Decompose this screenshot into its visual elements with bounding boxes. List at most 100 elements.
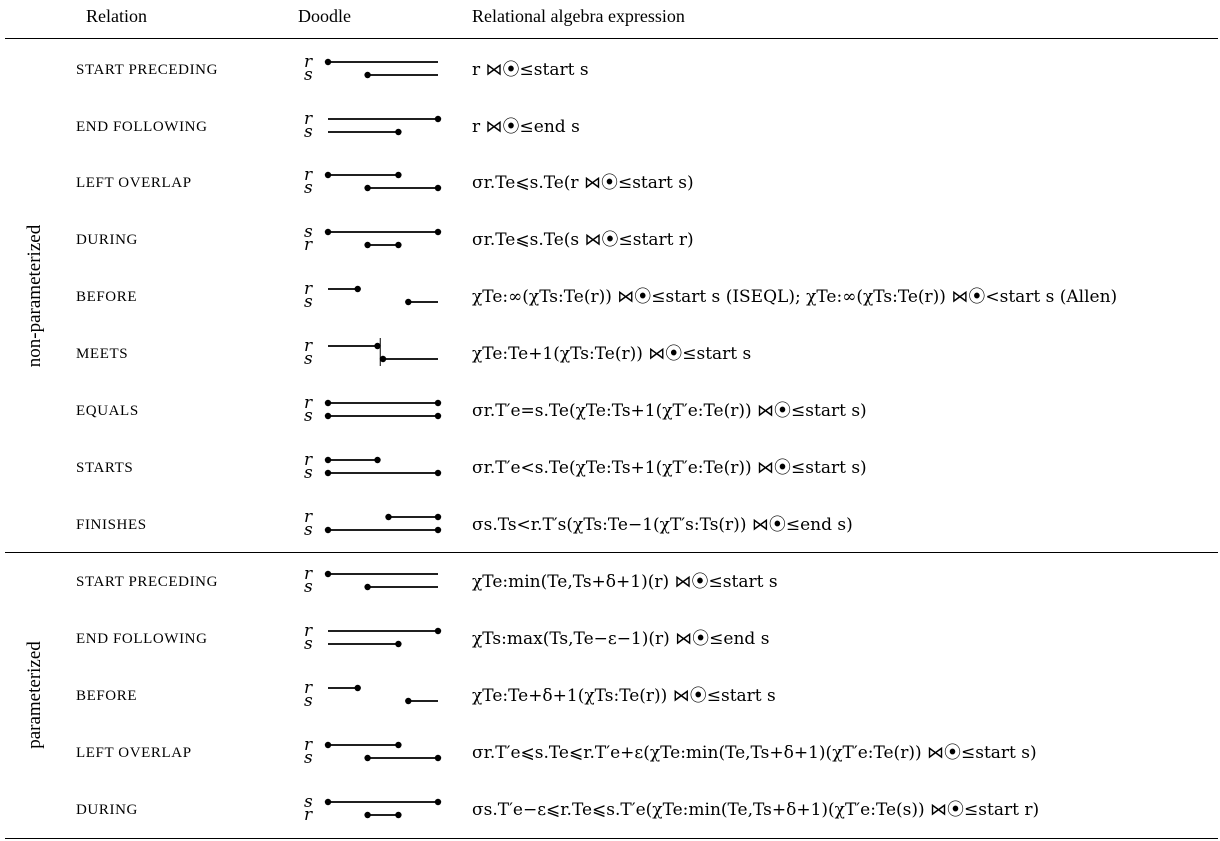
relation-name: END FOLLOWING <box>76 631 208 647</box>
doodle-top-label: r <box>304 735 313 755</box>
top-end-dot <box>434 513 442 521</box>
doodle-bottom-label: s <box>304 577 313 597</box>
interval-doodle: sr <box>304 792 442 825</box>
doodle-bottom-label: s <box>304 349 313 369</box>
table-row: DURING s r σs.T′e−ε⩽r.Te⩽s.T′e(χTe:min(Te,T… <box>0 780 1220 840</box>
interval-doodle: rs <box>304 165 442 198</box>
relation-name: START PRECEDING <box>76 574 219 590</box>
algebra-expression: σs.Ts<r.T′s(χTs:Te−1(χT′s:Ts(r)) ⋈⦿≤end … <box>472 515 853 535</box>
doodle-bottom-label: s <box>304 122 313 142</box>
top-end-dot <box>354 684 361 692</box>
doodle-top-label: r <box>304 336 313 356</box>
group-divider-rule <box>5 552 1218 553</box>
interval-doodle: rs <box>304 279 438 312</box>
top-rule <box>5 38 1218 39</box>
interval-doodle: rs <box>304 393 442 426</box>
top-end-dot <box>434 798 442 806</box>
top-end-dot <box>395 741 402 749</box>
algebra-expression: r ⋈⦿≤start s <box>472 60 589 80</box>
doodle-top-label: r <box>304 564 313 584</box>
relation-name: DURING <box>76 232 138 248</box>
interval-doodle: rs <box>304 735 442 768</box>
algebra-expression: χTe:Te+1(χTs:Te(r)) ⋈⦿≤start s <box>472 344 752 364</box>
relation-name: DURING <box>76 802 138 818</box>
algebra-expression: σr.T′e⩽s.Te⩽r.T′e+ε(χTe:min(Te,Ts+δ+1)(χ… <box>472 743 1037 763</box>
header-relation: Relation <box>86 6 147 26</box>
doodle-bottom-label: s <box>304 65 313 85</box>
header-doodle: Doodle <box>298 6 351 26</box>
doodle-bottom-label: s <box>304 748 313 768</box>
top-end-dot <box>374 456 381 464</box>
top-start-dot <box>324 570 332 578</box>
algebra-expression: σr.T′e<s.Te(χTe:Ts+1(χT′e:Te(r)) ⋈⦿≤star… <box>472 458 867 478</box>
top-start-dot <box>324 58 332 66</box>
interval-doodle: rs <box>304 52 438 85</box>
doodle-bottom-label: s <box>304 691 313 711</box>
bottom-end-dot <box>434 526 442 534</box>
top-end-dot <box>354 285 361 293</box>
top-start-dot <box>324 399 332 407</box>
algebra-expression: χTe:min(Te,Ts+δ+1)(r) ⋈⦿≤start s <box>472 572 778 592</box>
doodle-top-label: r <box>304 450 313 470</box>
top-start-dot <box>324 798 332 806</box>
top-start-dot <box>324 228 332 236</box>
doodle-bottom-label: s <box>304 178 313 198</box>
algebra-expression: σr.Te⩽s.Te(s ⋈⦿≤start r) <box>472 230 694 250</box>
relation-name: STARTS <box>76 460 134 476</box>
interval-doodle: rs <box>304 450 442 483</box>
doodle-top-label: r <box>304 279 313 299</box>
doodle-top-label: s <box>304 792 313 812</box>
doodle-top-label: s <box>304 222 313 242</box>
relation-name: LEFT OVERLAP <box>76 745 192 761</box>
relation-name: FINISHES <box>76 517 147 533</box>
bottom-start-dot <box>405 697 412 705</box>
header-expression: Relational algebra expression <box>472 6 685 26</box>
top-end-dot <box>374 342 381 350</box>
table-row: EQUALS r s σr.T′e=s.Te(χTe:Ts+1(χT′e:Te(r))… <box>0 381 1220 441</box>
doodle-top-label: r <box>304 507 313 527</box>
table-row: LEFT OVERLAP r s σr.T′e⩽s.Te⩽r.T′e+ε(χTe:mi… <box>0 723 1220 783</box>
top-start-dot <box>324 456 332 464</box>
top-end-dot <box>434 228 442 236</box>
relation-name: EQUALS <box>76 403 139 419</box>
bottom-end-dot <box>434 754 442 762</box>
bottom-start-dot <box>364 811 371 819</box>
top-end-dot <box>434 399 442 407</box>
bottom-end-dot <box>434 412 442 420</box>
table-row: END FOLLOWING r s χTs:max(Ts,Te−ε−1)(r) ⋈⦿≤… <box>0 609 1220 669</box>
top-end-dot <box>434 115 442 123</box>
bottom-start-dot <box>324 526 332 534</box>
table-row: LEFT OVERLAP r s σr.Te⩽s.Te(r ⋈⦿≤start s) <box>0 153 1220 213</box>
interval-doodle: rs <box>304 564 438 597</box>
table-row: BEFORE r s χTe:∞(χTs:Te(r)) ⋈⦿≤start s (ISE… <box>0 267 1220 327</box>
doodle-bottom-label: s <box>304 292 313 312</box>
relation-name: LEFT OVERLAP <box>76 175 192 191</box>
doodle-bottom-label: s <box>304 520 313 540</box>
interval-doodle: rs <box>304 336 438 369</box>
bottom-start-dot <box>364 754 371 762</box>
bottom-start-dot <box>405 298 412 306</box>
relation-name: BEFORE <box>76 289 138 305</box>
doodle-top-label: r <box>304 393 313 413</box>
table-row: START PRECEDING r s r ⋈⦿≤start s <box>0 40 1220 100</box>
top-start-dot <box>324 741 332 749</box>
bottom-start-dot <box>364 241 371 249</box>
bottom-end-dot <box>434 469 442 477</box>
bottom-end-dot <box>434 184 442 192</box>
interval-doodle: rs <box>304 621 442 654</box>
interval-doodle: rs <box>304 678 438 711</box>
table-row: MEETS r s χTe:Te+1(χTs:Te(r)) ⋈⦿≤start s <box>0 324 1220 384</box>
bottom-rule <box>5 838 1218 839</box>
doodle-bottom-label: s <box>304 463 313 483</box>
algebra-expression: r ⋈⦿≤end s <box>472 117 580 137</box>
algebra-expression: χTs:max(Ts,Te−ε−1)(r) ⋈⦿≤end s <box>472 629 770 649</box>
relation-name: END FOLLOWING <box>76 119 208 135</box>
interval-doodle: sr <box>304 222 442 255</box>
top-start-dot <box>324 171 332 179</box>
doodle-bottom-label: r <box>304 805 313 825</box>
interval-doodle: rs <box>304 507 442 540</box>
interval-doodle: rs <box>304 109 442 142</box>
table-row: DURING s r σr.Te⩽s.Te(s ⋈⦿≤start r) <box>0 210 1220 270</box>
relation-name: BEFORE <box>76 688 138 704</box>
doodle-top-label: r <box>304 678 313 698</box>
